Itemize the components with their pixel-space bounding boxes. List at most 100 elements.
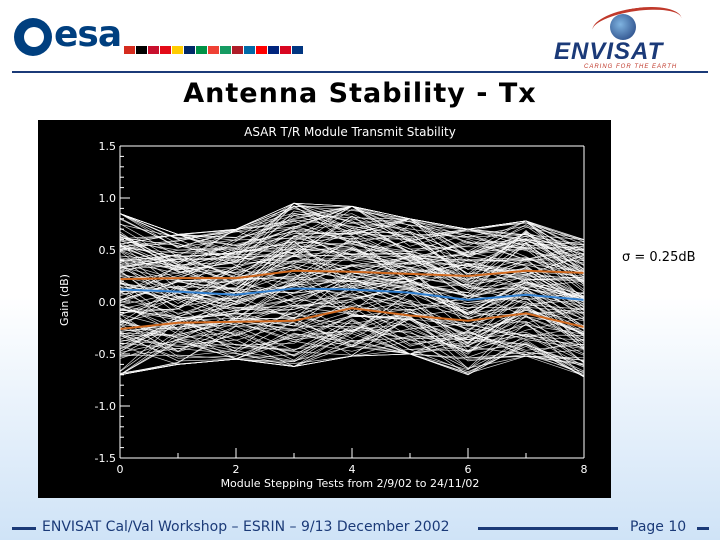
stability-chart: 1.5 1.0 0.5 0.0 -0.5 -1.0 -1.5 0 2 4 6 8 ASAR T/R M… bbox=[38, 120, 611, 498]
esa-logo: esa bbox=[14, 14, 314, 60]
module-trace bbox=[119, 212, 585, 251]
statistic-lines bbox=[119, 269, 585, 330]
flag-icon bbox=[268, 46, 279, 54]
module-trace bbox=[119, 248, 585, 282]
footer-rule-right bbox=[697, 527, 709, 530]
sigma-annotation: σ = 0.25dB bbox=[622, 250, 696, 265]
flag-icon bbox=[148, 46, 159, 54]
module-traces bbox=[119, 202, 585, 378]
module-trace bbox=[119, 318, 585, 377]
module-trace bbox=[119, 353, 585, 376]
module-trace bbox=[119, 287, 585, 329]
module-trace bbox=[119, 233, 585, 284]
y-tick-label: 1.0 bbox=[99, 192, 117, 205]
module-trace bbox=[119, 281, 585, 320]
x-tick-label: 4 bbox=[349, 463, 356, 476]
module-trace bbox=[119, 321, 585, 378]
module-trace bbox=[119, 202, 585, 256]
module-trace bbox=[119, 292, 585, 352]
x-axis-label: Module Stepping Tests from 2/9/02 to 24/… bbox=[221, 477, 480, 490]
flag-icon bbox=[256, 46, 267, 54]
module-trace bbox=[119, 328, 585, 374]
module-trace bbox=[119, 210, 585, 287]
module-trace bbox=[119, 297, 585, 356]
module-trace bbox=[119, 248, 585, 286]
module-trace bbox=[119, 269, 585, 331]
envisat-logo: ENVISAT CARING FOR THE EARTH bbox=[552, 1, 702, 70]
footer-workshop: ENVISAT Cal/Val Workshop – ESRIN – 9/13 … bbox=[42, 519, 450, 535]
x-tick-label: 2 bbox=[233, 463, 240, 476]
module-trace bbox=[119, 239, 585, 260]
lower-sigma-line bbox=[119, 307, 585, 330]
module-trace bbox=[119, 353, 585, 377]
flag-icon bbox=[124, 46, 135, 54]
x-tick-label: 0 bbox=[117, 463, 124, 476]
esa-emblem-icon bbox=[14, 18, 52, 56]
upper-sigma-line bbox=[119, 269, 585, 281]
x-tick-label: 8 bbox=[581, 463, 588, 476]
module-trace bbox=[119, 214, 585, 269]
flag-icon bbox=[244, 46, 255, 54]
y-tick-label: -1.0 bbox=[95, 400, 116, 413]
y-axis-label: Gain (dB) bbox=[58, 274, 71, 326]
slide-title: Antenna Stability - Tx bbox=[183, 78, 537, 109]
header-divider bbox=[12, 71, 708, 73]
module-trace bbox=[119, 320, 585, 350]
chart-title: ASAR T/R Module Transmit Stability bbox=[244, 125, 456, 139]
module-trace bbox=[119, 333, 585, 376]
chart-axes: 1.5 1.0 0.5 0.0 -0.5 -1.0 -1.50 2 4 6 8 bbox=[95, 140, 588, 476]
module-trace bbox=[119, 220, 585, 286]
flag-icon bbox=[292, 46, 303, 54]
y-tick-label: 1.5 bbox=[99, 140, 117, 153]
module-trace bbox=[119, 312, 585, 350]
module-trace bbox=[119, 314, 585, 352]
flag-icon bbox=[220, 46, 231, 54]
module-trace bbox=[119, 220, 585, 270]
envisat-tagline: CARING FOR THE EARTH bbox=[584, 64, 678, 70]
esa-logo-text: esa bbox=[54, 14, 122, 55]
module-trace bbox=[119, 205, 585, 259]
flag-icon bbox=[208, 46, 219, 54]
x-tick-label: 6 bbox=[465, 463, 472, 476]
flag-icon bbox=[172, 46, 183, 54]
module-trace bbox=[119, 265, 585, 330]
module-trace bbox=[119, 235, 585, 287]
module-trace bbox=[119, 317, 585, 350]
chart-svg: 1.5 1.0 0.5 0.0 -0.5 -1.0 -1.50 2 4 6 8 ASAR T/R M… bbox=[58, 125, 588, 490]
module-trace bbox=[119, 240, 585, 300]
y-tick-label: 0.5 bbox=[99, 244, 117, 257]
flag-icon bbox=[136, 46, 147, 54]
envisat-logo-text: ENVISAT bbox=[554, 38, 664, 65]
flag-icon bbox=[280, 46, 291, 54]
module-trace bbox=[119, 237, 585, 301]
module-trace bbox=[119, 330, 585, 378]
module-trace bbox=[119, 202, 585, 252]
module-trace bbox=[119, 320, 585, 376]
module-trace bbox=[119, 314, 585, 356]
module-trace bbox=[119, 202, 585, 269]
module-trace bbox=[119, 254, 585, 302]
module-trace bbox=[119, 343, 585, 376]
module-trace bbox=[119, 278, 585, 342]
module-trace bbox=[119, 263, 585, 316]
flag-icon bbox=[184, 46, 195, 54]
module-trace bbox=[119, 245, 585, 293]
flag-icon bbox=[196, 46, 207, 54]
member-flags-strip bbox=[124, 46, 303, 54]
module-trace bbox=[119, 306, 585, 353]
y-tick-label: 0.0 bbox=[99, 296, 117, 309]
y-tick-label: -1.5 bbox=[95, 452, 116, 465]
module-trace bbox=[119, 241, 585, 301]
flag-icon bbox=[232, 46, 243, 54]
mean-line bbox=[119, 287, 585, 301]
module-trace bbox=[119, 270, 585, 326]
module-trace bbox=[119, 213, 585, 263]
module-trace bbox=[119, 308, 585, 361]
footer-rule-left bbox=[12, 527, 36, 530]
y-tick-label: -0.5 bbox=[95, 348, 116, 361]
globe-icon bbox=[610, 14, 636, 40]
module-trace bbox=[119, 208, 585, 285]
module-trace bbox=[119, 238, 585, 266]
module-trace bbox=[119, 296, 585, 349]
flag-icon bbox=[160, 46, 171, 54]
